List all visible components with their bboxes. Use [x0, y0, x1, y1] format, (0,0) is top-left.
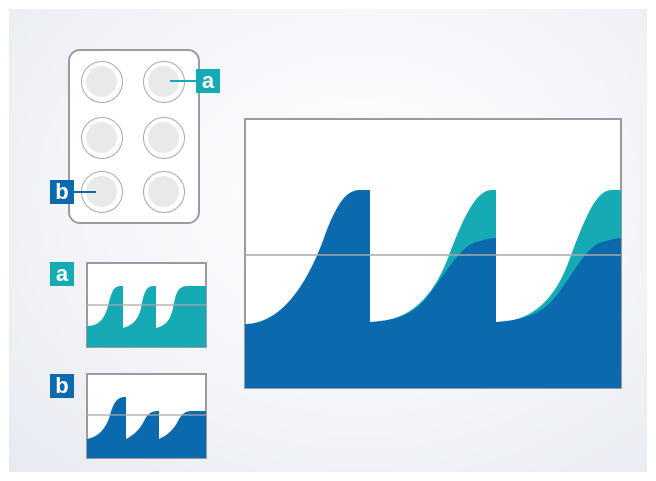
well-top-right: [143, 61, 185, 103]
trace-b-thumbnail: [86, 373, 207, 459]
well-a-leader: [170, 80, 196, 82]
well-b-label: b: [50, 180, 74, 204]
overlay-trace-chart: [244, 118, 622, 389]
trace-b-label: b: [50, 374, 74, 398]
well-plate: [68, 49, 200, 224]
trace-a-label: a: [50, 262, 74, 286]
trace-a-thumbnail: [86, 262, 207, 348]
well-a-label: a: [196, 69, 220, 93]
overlay-wave-b: [245, 190, 621, 388]
trace-b-wave: [87, 397, 206, 458]
well-middle-left: [81, 117, 123, 159]
well-top-left: [81, 61, 123, 103]
trace-a-wave: [87, 286, 206, 347]
well-middle-right: [143, 117, 185, 159]
well-bottom-right: [143, 171, 185, 213]
well-bottom-left: [81, 171, 123, 213]
well-b-leader: [72, 191, 96, 193]
